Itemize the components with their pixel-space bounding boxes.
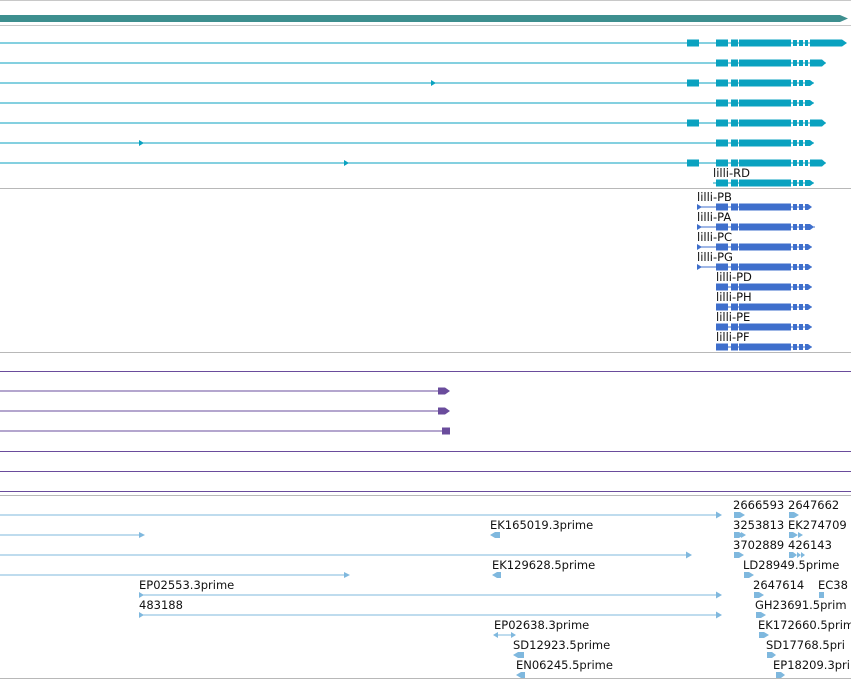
blue-transcript-ph[interactable] <box>716 303 812 311</box>
gene-span-track[interactable] <box>0 15 848 22</box>
est-label: EK129628.5prime <box>492 558 595 572</box>
transcript-track-teal[interactable]: lilli-RD <box>0 39 847 187</box>
transcript-label-pe: lilli-PE <box>716 310 750 324</box>
est-label: 2647614 <box>753 578 804 592</box>
est-feature[interactable] <box>139 611 722 619</box>
est-feature[interactable] <box>0 572 350 578</box>
est-label: 3702889 <box>733 538 784 552</box>
est-label: EK165019.3prime <box>490 518 593 532</box>
transcript-label-pa: lilli-PA <box>697 210 731 224</box>
teal-transcript-4[interactable] <box>0 99 814 107</box>
est-feature[interactable] <box>0 551 692 559</box>
teal-transcript-3[interactable] <box>0 79 814 87</box>
est-label: GH23691.5prim <box>755 598 847 612</box>
blue-transcript-pe[interactable] <box>716 323 812 331</box>
est-label: 2666593 <box>733 498 784 512</box>
purple-feature-track[interactable] <box>0 371 851 492</box>
est-glyphs[interactable] <box>490 512 824 678</box>
est-label: SD17768.5pri <box>766 638 845 652</box>
est-label: 483188 <box>139 598 183 612</box>
transcript-label-pc: lilli-PC <box>697 230 732 244</box>
transcript-label-pb: lilli-PB <box>697 190 732 204</box>
transcript-label-pf: lilli-PF <box>716 330 750 344</box>
gene-span-arrow <box>840 15 848 22</box>
est-track[interactable]: 2666593 2647662 EK165019.3prime 3253813 … <box>0 498 851 678</box>
est-label: 2647662 <box>788 498 839 512</box>
transcript-label-pd: lilli-PD <box>716 270 752 284</box>
blue-transcript-pb[interactable] <box>697 203 812 211</box>
est-feature[interactable] <box>139 591 722 599</box>
blue-transcript-pa[interactable] <box>697 223 815 231</box>
est-label: 3253813 <box>733 518 784 532</box>
est-feature[interactable] <box>0 532 145 538</box>
purple-feature[interactable] <box>0 387 450 395</box>
est-label: EK274709 <box>788 518 847 532</box>
teal-transcript-1[interactable] <box>0 39 847 47</box>
transcript-label-ph: lilli-PH <box>716 290 752 304</box>
transcript-label-pg: lilli-PG <box>697 250 733 264</box>
est-label: EN06245.5prime <box>516 658 613 672</box>
est-label: EC38 <box>818 578 848 592</box>
purple-feature[interactable] <box>0 407 450 415</box>
teal-transcript-6[interactable] <box>0 139 814 147</box>
est-label: EP02638.3prime <box>494 618 589 632</box>
blue-transcript-pf[interactable] <box>716 343 812 351</box>
teal-transcript-8[interactable] <box>713 179 814 187</box>
teal-transcript-7[interactable] <box>0 159 826 167</box>
est-label: EP18209.3pri <box>773 658 850 672</box>
est-label: EK172660.5prim <box>758 618 851 632</box>
purple-feature[interactable] <box>0 427 450 435</box>
blue-transcript-pd[interactable] <box>716 283 812 291</box>
est-label: EP02553.3prime <box>139 578 234 592</box>
transcript-label: lilli-RD <box>713 166 750 180</box>
gene-span-bar[interactable] <box>0 15 840 22</box>
est-label: LD28949.5prime <box>743 558 839 572</box>
est-feature[interactable] <box>0 511 722 519</box>
blue-transcript-pg[interactable] <box>697 263 812 271</box>
blue-transcript-pc[interactable] <box>697 243 812 251</box>
teal-transcript-2[interactable] <box>0 59 826 67</box>
teal-transcript-5[interactable] <box>0 119 826 127</box>
transcript-track-blue[interactable]: lilli-PB lilli-PA lilli-PC <box>697 190 815 351</box>
est-label: 426143 <box>788 538 832 552</box>
est-label: SD12923.5prime <box>513 638 610 652</box>
